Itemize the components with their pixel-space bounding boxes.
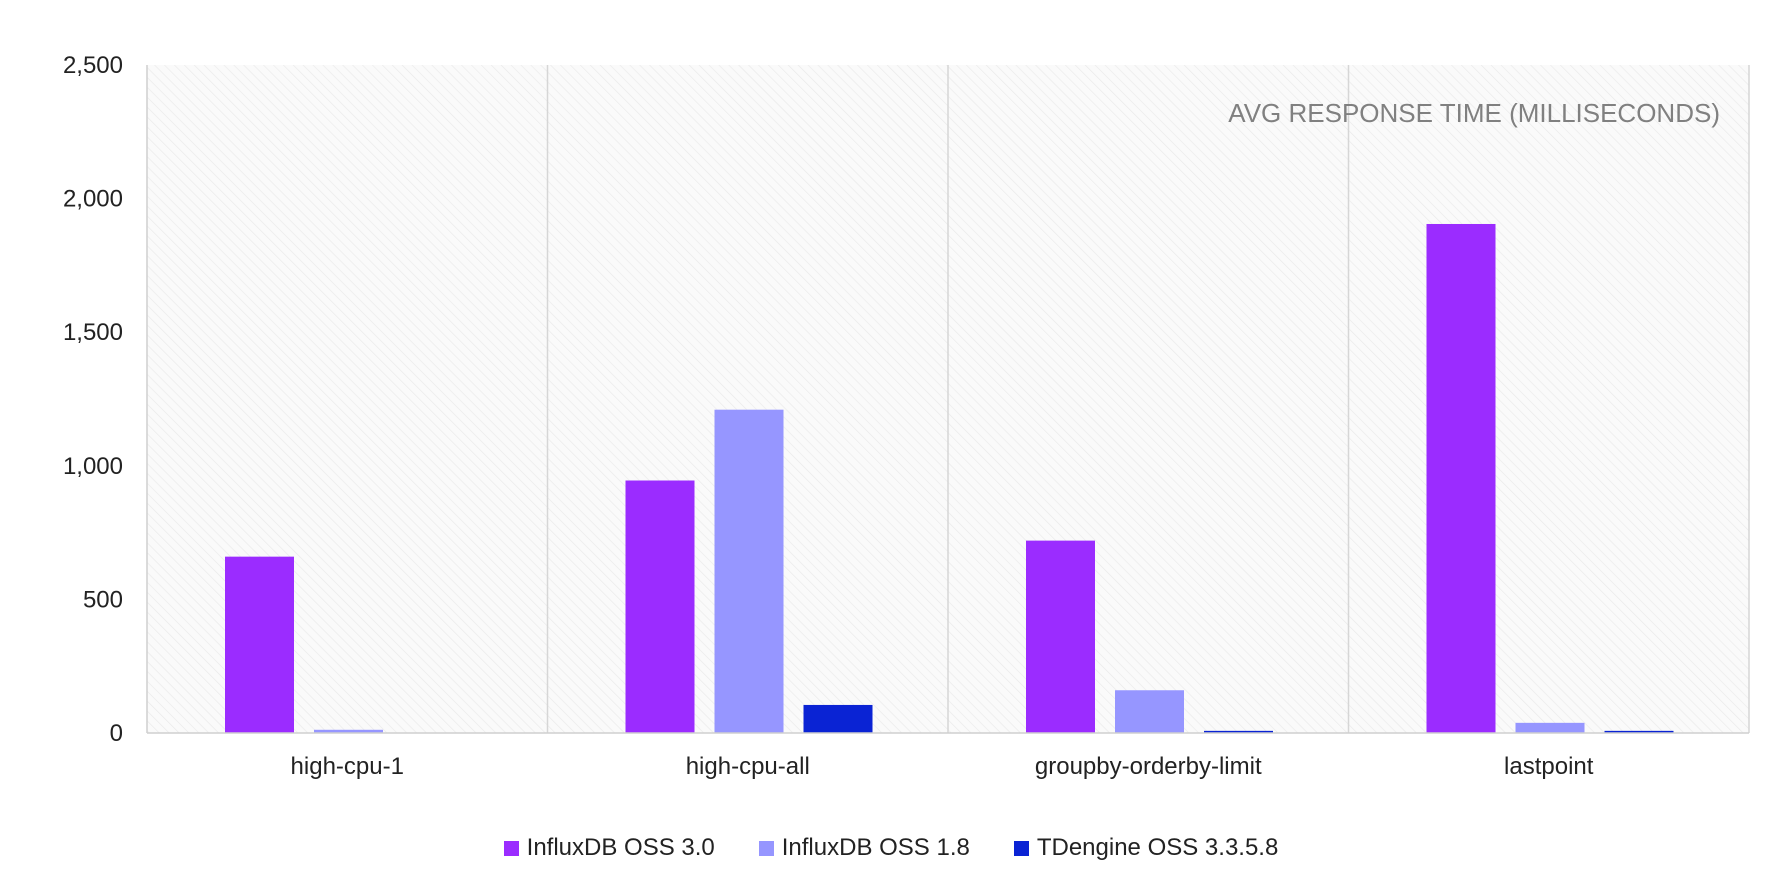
bar [625, 480, 695, 733]
y-tick-label: 1,000 [63, 453, 123, 480]
chart-title: AVG RESPONSE TIME (MILLISECONDS) [1228, 98, 1720, 128]
x-tick-label: groupby-orderby-limit [1035, 753, 1262, 780]
bar [1115, 690, 1184, 733]
bar [803, 704, 873, 733]
x-tick-label: lastpoint [1504, 753, 1594, 780]
x-tick-label: high-cpu-1 [291, 753, 404, 780]
legend-swatch [758, 840, 774, 856]
legend-item: TDengine OSS 3.3.5.8 [1013, 834, 1279, 862]
legend-label: InfluxDB OSS 3.0 [526, 834, 715, 861]
y-tick-label: 1,500 [63, 319, 123, 346]
bar [314, 729, 383, 733]
bar-chart: 0 500 1,000 1,500 2,000 2,500 high-cpu-1 high-… [63, 52, 1750, 780]
legend-item: InfluxDB OSS 3.0 [503, 834, 715, 862]
legend-label: InfluxDB OSS 1.8 [781, 834, 970, 861]
y-tick-label: 2,500 [63, 52, 123, 79]
bar [1515, 722, 1585, 733]
bar [1026, 540, 1095, 733]
legend-swatch [1013, 840, 1029, 856]
bar [1604, 730, 1674, 733]
legend-label: TDengine OSS 3.3.5.8 [1036, 834, 1279, 861]
y-tick-label: 0 [110, 720, 123, 747]
bar [1426, 223, 1496, 733]
bar [1204, 730, 1273, 733]
y-tick-label: 500 [83, 586, 123, 613]
bar [714, 409, 784, 733]
bar [225, 556, 294, 733]
legend-item: InfluxDB OSS 1.8 [758, 834, 970, 862]
legend: InfluxDB OSS 3.0 InfluxDB OSS 1.8 TDengine… [0, 834, 1782, 862]
legend-swatch [503, 840, 519, 856]
y-tick-label: 2,000 [63, 186, 123, 213]
x-tick-label: high-cpu-all [686, 753, 810, 780]
